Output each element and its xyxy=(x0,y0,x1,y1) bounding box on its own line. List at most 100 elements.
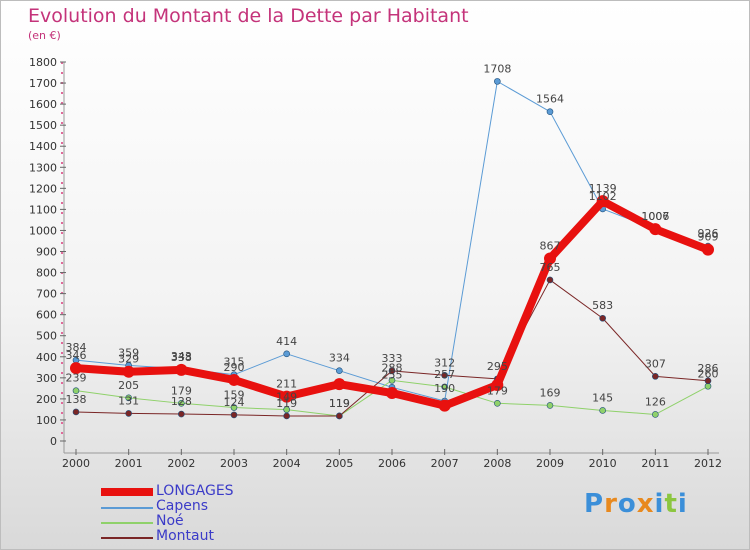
data-point xyxy=(283,412,290,420)
data-point xyxy=(283,406,290,413)
data-label: 414 xyxy=(276,335,297,348)
logo-letter: i xyxy=(677,489,688,519)
data-point xyxy=(544,252,556,265)
y-tick-label: 1600 xyxy=(29,98,57,111)
legend-item-capens: Capens xyxy=(101,498,301,515)
data-point xyxy=(546,402,554,409)
data-label: 255 xyxy=(382,368,403,381)
data-point xyxy=(441,372,448,379)
legend-swatch-capens xyxy=(101,507,153,509)
data-point xyxy=(596,195,609,208)
data-point xyxy=(125,410,132,417)
data-point xyxy=(599,314,606,322)
y-tick-label: 600 xyxy=(36,309,57,322)
y-tick-label: 1500 xyxy=(29,119,57,132)
data-point xyxy=(178,410,185,418)
data-label: 260 xyxy=(698,367,719,380)
data-label: 329 xyxy=(118,353,139,366)
data-point xyxy=(336,367,343,374)
data-point xyxy=(388,377,396,384)
data-point xyxy=(704,377,712,385)
data-label: 288 xyxy=(382,361,403,374)
y-tick-label: 1200 xyxy=(29,182,57,195)
data-label: 211 xyxy=(276,378,297,391)
data-label: 909 xyxy=(698,231,719,244)
data-label: 867 xyxy=(540,239,561,252)
data-label: 239 xyxy=(66,372,87,385)
data-label: 131 xyxy=(118,394,139,407)
x-tick-label: 2008 xyxy=(483,457,511,470)
y-tick-label: 1800 xyxy=(29,56,57,69)
data-point xyxy=(599,407,606,414)
data-point xyxy=(70,362,82,375)
data-label: 338 xyxy=(171,351,192,364)
data-label: 145 xyxy=(592,391,613,404)
legend-item-longages: LONGAGES xyxy=(101,483,301,500)
data-point xyxy=(494,78,501,85)
logo-letter: i xyxy=(654,489,665,519)
chart-title: Evolution du Montant de la Dette par Hab… xyxy=(28,5,469,27)
data-point xyxy=(175,363,188,376)
data-label: 119 xyxy=(329,397,350,410)
data-label: 124 xyxy=(224,396,245,409)
data-label: 926 xyxy=(698,227,719,240)
y-tick-label: 100 xyxy=(36,414,57,427)
data-label: 1006 xyxy=(641,210,669,223)
data-label: 307 xyxy=(645,357,666,370)
data-point xyxy=(230,404,238,411)
logo-letter: r xyxy=(604,489,618,519)
data-label: 765 xyxy=(540,261,561,274)
legend-swatch-noe xyxy=(101,522,153,524)
y-tick-label: 700 xyxy=(36,288,57,301)
data-point xyxy=(546,108,554,115)
data-label: 333 xyxy=(382,352,403,365)
data-label: 190 xyxy=(434,382,455,395)
data-label: 295 xyxy=(487,360,508,373)
data-point xyxy=(122,365,135,378)
x-tick-label: 2006 xyxy=(378,457,406,470)
data-label: 179 xyxy=(487,384,508,397)
legend-label-capens: Capens xyxy=(156,498,209,514)
x-tick-label: 2003 xyxy=(220,457,248,470)
data-label: 1007 xyxy=(641,210,669,223)
data-point xyxy=(283,350,290,358)
data-point xyxy=(388,367,396,375)
x-tick-label: 2007 xyxy=(431,457,459,470)
data-label: 343 xyxy=(171,350,192,363)
data-point xyxy=(228,373,240,386)
legend-label-longages: LONGAGES xyxy=(156,483,234,499)
logo-letter: t xyxy=(664,489,678,519)
x-tick-label: 2004 xyxy=(273,457,301,470)
data-label: 126 xyxy=(645,395,666,408)
data-label: 257 xyxy=(434,368,455,381)
proxiti-logo: Proxiti xyxy=(584,489,688,519)
data-label: 1102 xyxy=(589,190,617,203)
logo-letter: o xyxy=(617,489,637,519)
data-label: 583 xyxy=(592,299,613,312)
y-tick-label: 900 xyxy=(36,246,57,259)
y-tick-label: 400 xyxy=(36,351,57,364)
x-tick-label: 2009 xyxy=(536,457,564,470)
data-label: 334 xyxy=(329,352,350,365)
y-tick-label: 1100 xyxy=(29,203,57,216)
legend-item-noe: Noé xyxy=(101,513,301,530)
data-label: 1708 xyxy=(483,62,511,75)
x-tick-label: 2005 xyxy=(325,457,353,470)
data-point xyxy=(494,400,501,407)
data-label: 149 xyxy=(276,391,297,404)
data-point xyxy=(230,411,238,419)
y-tick-label: 1400 xyxy=(29,140,57,153)
y-tick-label: 1000 xyxy=(29,224,57,237)
chart-subtitle: (en €) xyxy=(28,29,61,42)
y-tick-label: 1300 xyxy=(29,161,57,174)
legend-label-noe: Noé xyxy=(156,513,184,529)
y-tick-label: 500 xyxy=(36,330,57,343)
legend-label-montaut: Montaut xyxy=(156,528,214,544)
data-point xyxy=(704,382,712,390)
data-label: 179 xyxy=(171,384,192,397)
y-tick-label: 1700 xyxy=(29,77,57,90)
x-tick-label: 2000 xyxy=(62,457,90,470)
data-label: 119 xyxy=(276,397,297,410)
